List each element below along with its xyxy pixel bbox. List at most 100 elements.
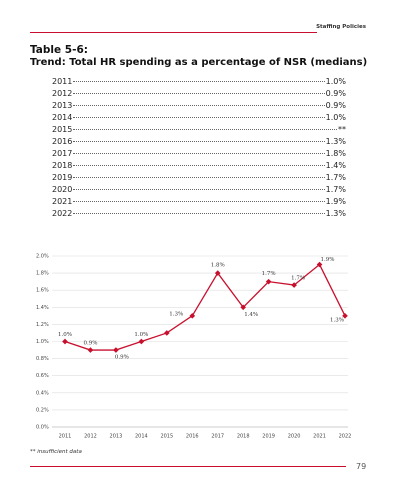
row-label: 2015: [52, 125, 73, 134]
point: [113, 347, 119, 353]
y-tick-label: 1.4%: [36, 305, 49, 311]
x-tick-label: 2021: [313, 434, 326, 440]
point: [265, 278, 272, 285]
data-label: 1.7%: [291, 276, 305, 282]
table-number: Table 5-6:: [30, 44, 88, 56]
table-row: 2014 1.0%: [52, 113, 346, 125]
row-value: 0.9%: [325, 89, 346, 98]
point: [189, 313, 196, 319]
point: [163, 330, 170, 336]
data-label: 1.0%: [134, 332, 148, 338]
row-value: 1.0%: [325, 77, 346, 86]
y-tick-label: 0.2%: [36, 407, 49, 413]
row-label: 2012: [52, 89, 73, 98]
table-row: 2021 1.9%: [52, 197, 346, 209]
table-row: 2020 1.7%: [52, 185, 346, 197]
row-label: 2016: [52, 137, 73, 146]
data-label: 1.9%: [321, 257, 335, 263]
x-tick-label: 2015: [160, 434, 173, 440]
data-label: 1.0%: [58, 332, 72, 338]
x-tick-label: 2019: [262, 434, 275, 440]
point: [316, 261, 323, 268]
y-tick-label: 0.8%: [36, 356, 49, 362]
point: [87, 347, 94, 353]
row-value: 1.0%: [325, 113, 346, 122]
data-label: 1.4%: [244, 312, 258, 318]
x-tick-label: 2013: [110, 434, 123, 440]
row-value: 1.7%: [325, 173, 346, 182]
table-row: 2016 1.3%: [52, 137, 346, 149]
leader: [73, 81, 325, 82]
row-value: 1.7%: [325, 185, 346, 194]
x-tick-label: 2014: [135, 434, 148, 440]
row-value: 1.3%: [325, 137, 346, 146]
row-value: 1.3%: [325, 209, 346, 218]
table-row: 2012 0.9%: [52, 89, 346, 101]
point: [62, 338, 68, 345]
leader: [73, 117, 325, 118]
row-value: 1.9%: [325, 197, 346, 206]
row-label: 2022: [52, 209, 73, 218]
y-tick-label: 2.0%: [36, 254, 49, 260]
data-label: 0.9%: [83, 341, 97, 347]
y-tick-label: 0.4%: [36, 390, 49, 396]
row-label: 2021: [52, 197, 73, 206]
x-tick-label: 2016: [186, 434, 199, 440]
table-row: 2022 1.3%: [52, 209, 346, 221]
row-label: 2017: [52, 149, 73, 158]
point: [240, 304, 247, 311]
point: [214, 270, 221, 276]
point: [138, 338, 145, 345]
y-tick-label: 1.2%: [36, 322, 49, 328]
leader: [73, 177, 325, 178]
header-rule: [30, 32, 317, 33]
table-title: Trend: Total HR spending as a percentage…: [30, 57, 368, 68]
data-label: 1.3%: [330, 317, 344, 323]
leader: [73, 213, 325, 214]
row-label: 2020: [52, 185, 73, 194]
y-tick-label: 1.8%: [36, 271, 49, 277]
row-label: 2014: [52, 113, 73, 122]
table-row: 2013 0.9%: [52, 101, 346, 113]
row-value: **: [338, 125, 346, 134]
leader: [73, 165, 325, 166]
row-value: 1.8%: [325, 149, 346, 158]
table-row: 2017 1.8%: [52, 149, 346, 161]
x-tick-label: 2012: [84, 434, 97, 440]
leader: [73, 129, 337, 130]
leader: [73, 201, 325, 202]
row-label: 2011: [52, 77, 73, 86]
data-label: 1.7%: [262, 271, 276, 277]
leader: [73, 189, 325, 190]
section-header: Staffing Policies: [316, 24, 366, 30]
footer-rule: [30, 466, 346, 467]
leader: [73, 105, 325, 106]
x-tick-label: 2017: [211, 434, 224, 440]
table-row: 2015 **: [52, 125, 346, 137]
x-tick-label: 2020: [288, 434, 301, 440]
leader: [73, 153, 325, 154]
leader: [73, 141, 325, 142]
point: [291, 282, 297, 288]
y-tick-label: 0.0%: [36, 425, 49, 431]
table-row: 2018 1.4%: [52, 161, 346, 173]
point: [342, 313, 348, 319]
leader: [73, 93, 325, 94]
y-tick-label: 1.6%: [36, 288, 49, 294]
row-value: 0.9%: [325, 101, 346, 110]
x-tick-label: 2018: [237, 434, 250, 440]
data-label: 1.3%: [169, 311, 183, 317]
line: [64, 263, 346, 351]
x-tick-label: 2022: [339, 434, 352, 440]
data-label: 0.9%: [115, 355, 129, 361]
footnote: ** insufficient data: [30, 449, 82, 455]
data-label: 1.8%: [211, 263, 225, 269]
row-label: 2019: [52, 173, 73, 182]
row-label: 2013: [52, 101, 73, 110]
y-tick-label: 1.0%: [36, 339, 49, 345]
x-tick-label: 2011: [59, 434, 72, 440]
row-label: 2018: [52, 161, 73, 170]
page-number: 79: [356, 462, 367, 471]
